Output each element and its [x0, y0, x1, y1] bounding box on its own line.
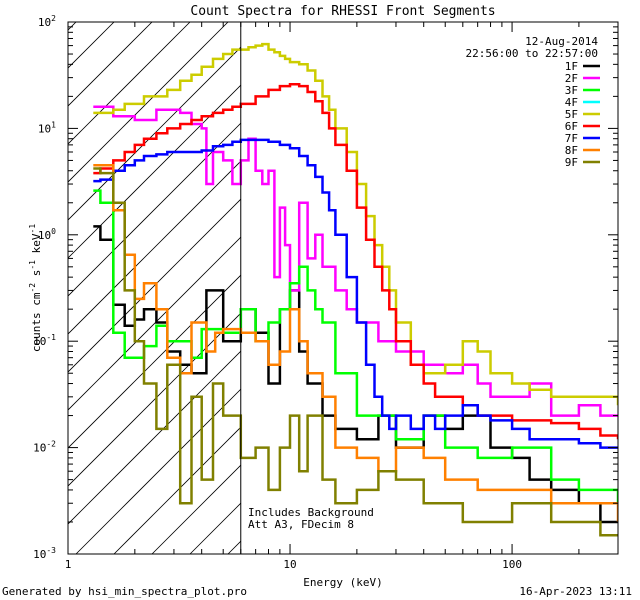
annotation-background: Includes Background	[248, 506, 374, 519]
annotation-attenuator: Att A3, FDecim 8	[248, 518, 354, 531]
y-label-sup: -1	[28, 260, 37, 270]
y-label-sup: -2	[28, 283, 37, 293]
series-8F	[93, 164, 618, 522]
chart-title: Count Spectra for RHESSI Front Segments	[190, 4, 495, 19]
y-tick-base: 10	[38, 122, 51, 135]
y-tick-exponent: 2	[51, 14, 56, 23]
hatch-line	[68, 22, 115, 69]
y-tick-label: 10-2	[33, 440, 56, 455]
hatch-mask	[240, 22, 618, 554]
y-label-main: counts cm	[30, 292, 43, 352]
series-2F	[93, 105, 618, 417]
y-tick-exponent: 0	[51, 227, 56, 236]
y-label-main: s	[30, 270, 43, 283]
series-7F	[93, 138, 618, 449]
hatch-line	[68, 22, 191, 145]
y-tick-label: 100	[38, 227, 56, 242]
y-tick-base: 10	[33, 335, 46, 348]
x-axis-label: Energy (keV)	[303, 576, 382, 589]
date-label: 12-Aug-2014	[525, 35, 598, 48]
y-axis-label: counts cm-2 s-1 keV-1	[28, 224, 43, 352]
hatch-line	[0, 0, 106, 554]
legend-label: 3F	[565, 84, 578, 97]
series-9F	[93, 167, 618, 537]
time-range-label: 22:56:00 to 22:57:00	[466, 47, 598, 60]
x-tick-label: 10	[283, 558, 296, 571]
x-tick-label: 1	[65, 558, 72, 571]
legend-label: 9F	[565, 156, 578, 169]
legend-label: 4F	[565, 96, 578, 109]
y-tick-base: 10	[33, 548, 46, 561]
y-tick-base: 10	[38, 229, 51, 242]
hatch-line	[68, 22, 267, 221]
legend-label: 8F	[565, 144, 578, 157]
info-block: 12-Aug-2014 22:56:00 to 22:57:00	[466, 35, 599, 60]
y-tick-exponent: -3	[46, 546, 56, 555]
background-hatch-region	[0, 0, 618, 554]
hatch-line	[68, 22, 229, 183]
spectra-series	[93, 42, 618, 537]
legend-label: 1F	[565, 60, 578, 73]
legend-label: 5F	[565, 108, 578, 121]
y-label-sup: -1	[28, 224, 37, 234]
footer-generated-by: Generated by hsi_min_spectra_plot.pro	[2, 585, 247, 598]
legend-label: 6F	[565, 120, 578, 133]
y-tick-exponent: 1	[51, 120, 56, 129]
plot-frame	[67, 21, 619, 555]
series-5F	[93, 42, 618, 406]
y-tick-label: 101	[38, 120, 56, 135]
y-tick-exponent: -1	[46, 333, 56, 342]
legend-label: 7F	[565, 132, 578, 145]
x-tick-label: 100	[502, 558, 522, 571]
y-tick-label: 10-3	[33, 546, 56, 561]
y-tick-base: 10	[33, 442, 46, 455]
series-6F	[93, 82, 618, 440]
y-tick-exponent: -2	[46, 440, 56, 449]
footer-timestamp: 16-Apr-2023 13:11	[519, 585, 632, 598]
y-tick-base: 10	[38, 16, 51, 29]
hatch-line	[68, 22, 153, 107]
y-label-main: keV	[30, 233, 43, 260]
legend-label: 2F	[565, 72, 578, 85]
y-tick-label: 102	[38, 14, 56, 29]
y-tick-label: 10-1	[33, 333, 56, 348]
